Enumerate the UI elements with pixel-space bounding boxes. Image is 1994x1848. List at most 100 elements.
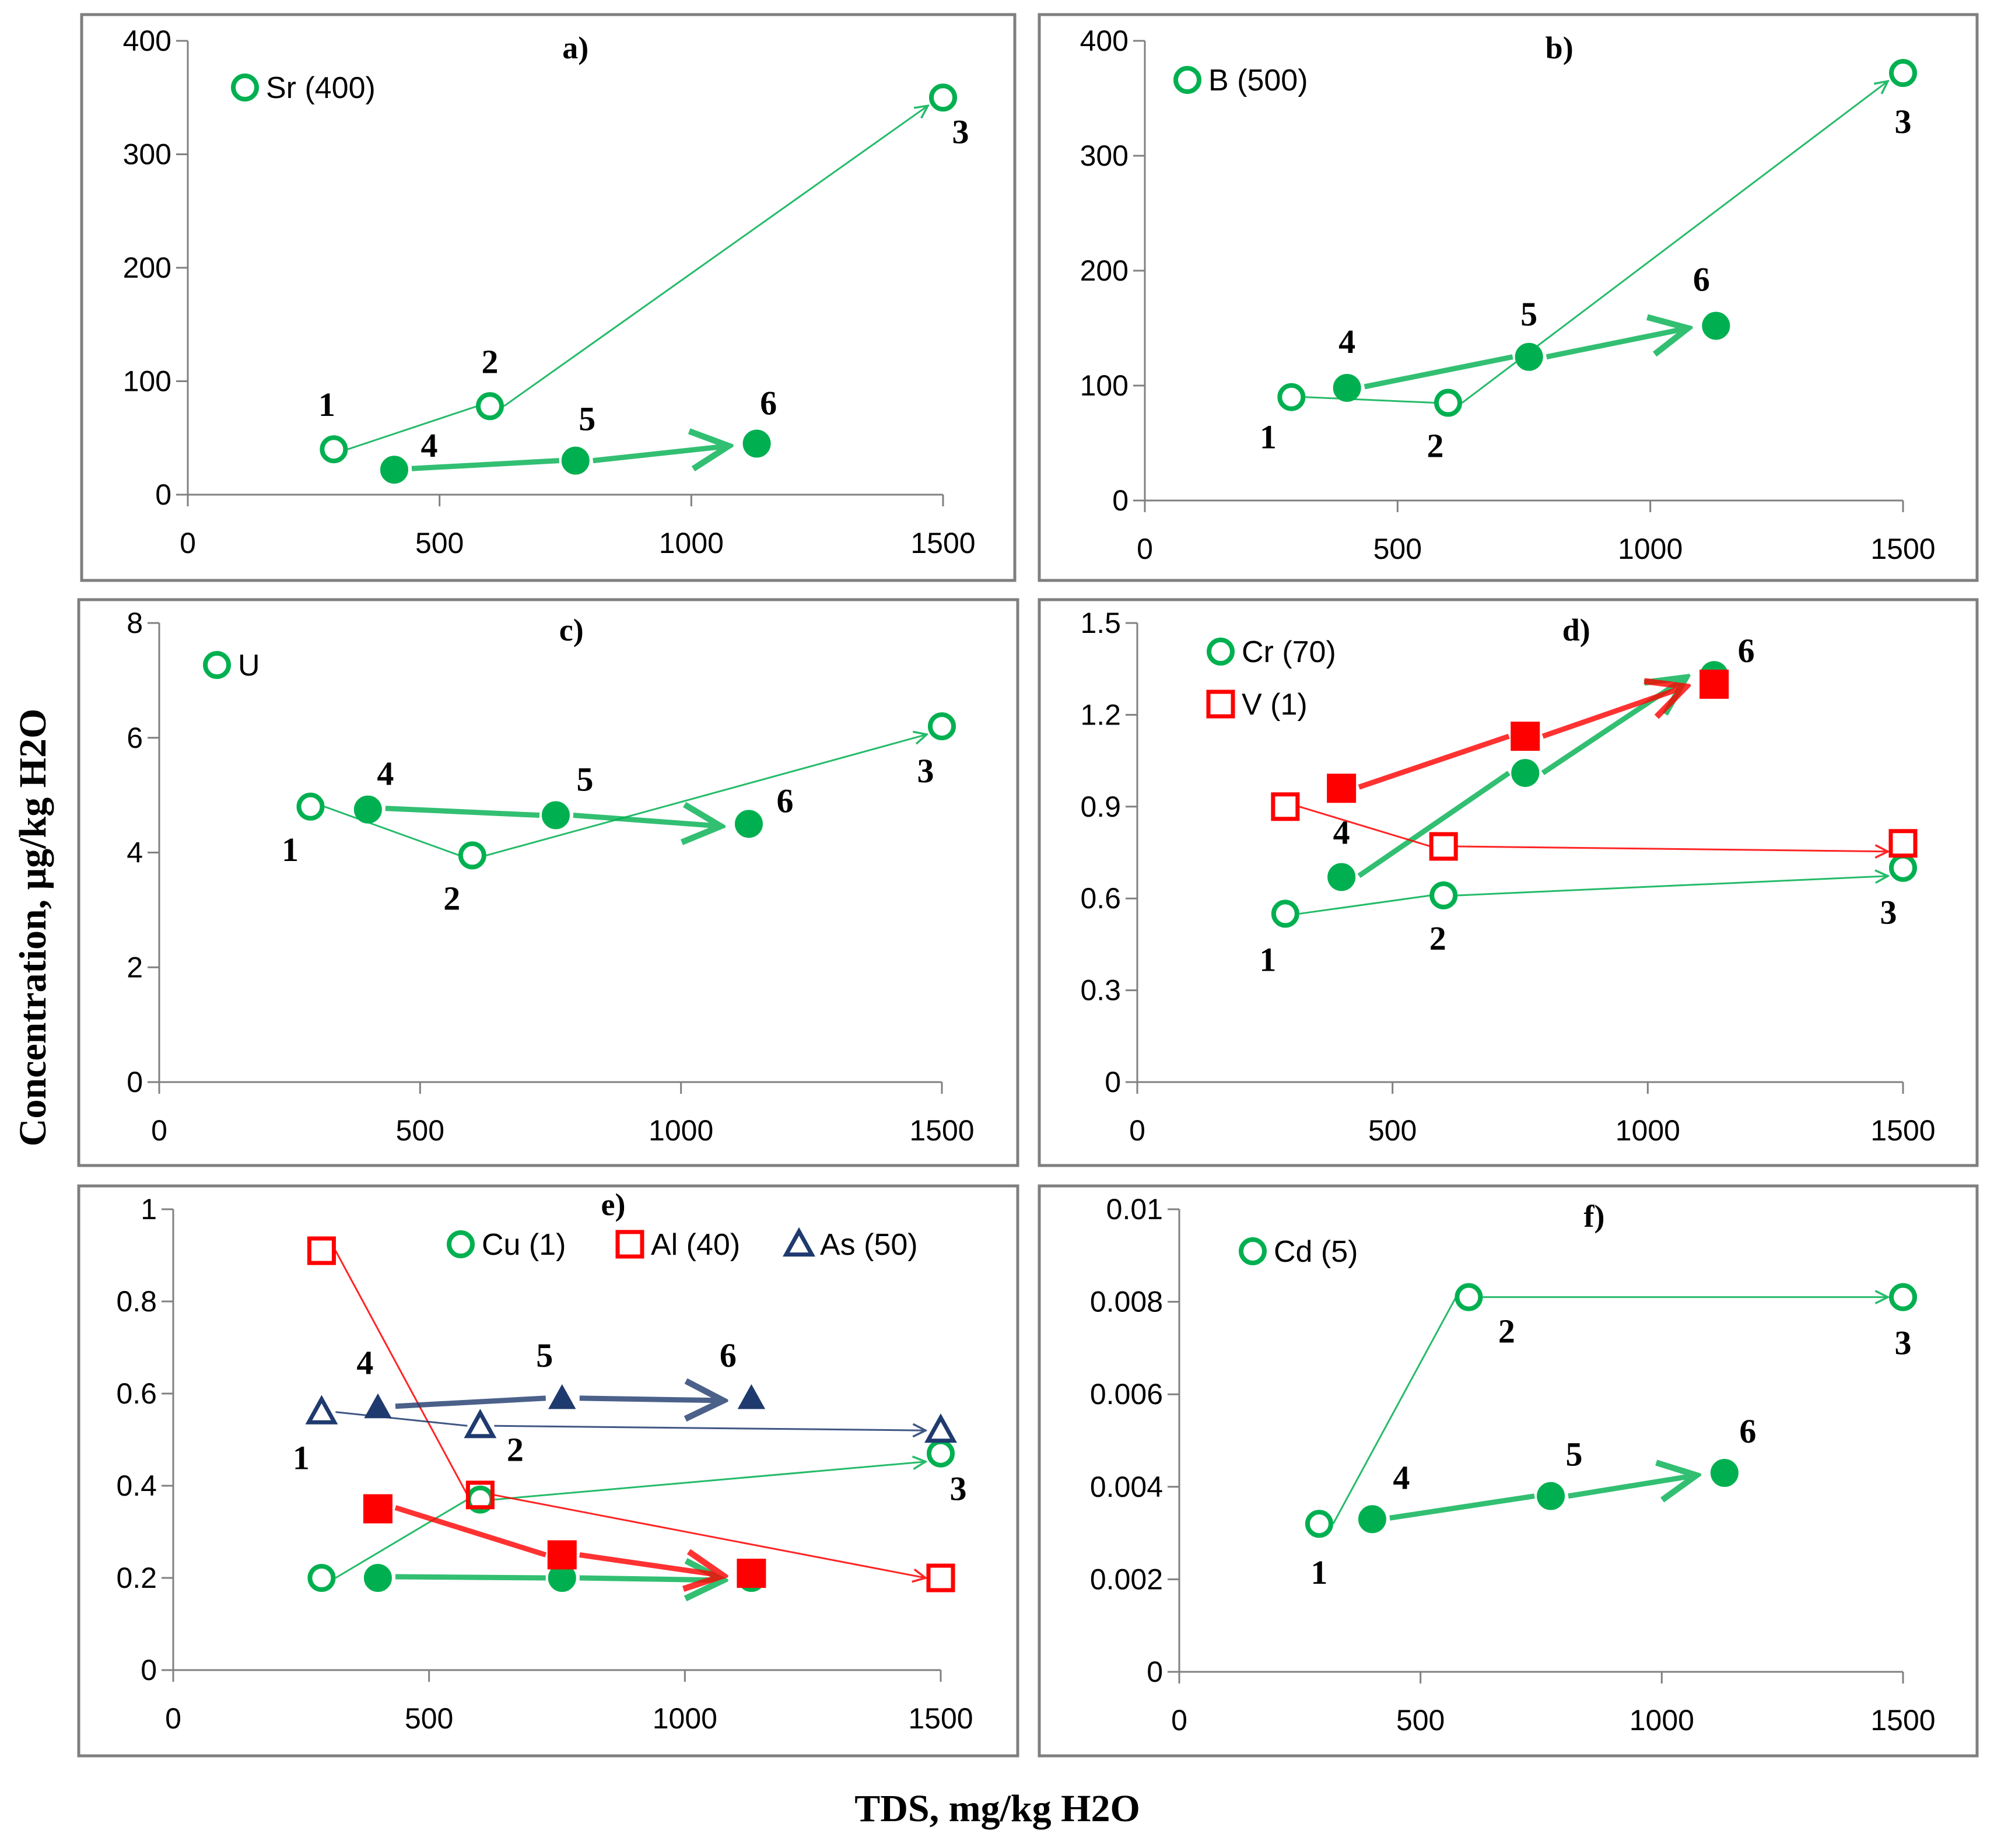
point-open xyxy=(1429,832,1458,861)
legend-marker xyxy=(1206,690,1235,719)
trend-arrow-filled xyxy=(579,1578,724,1580)
trend-line-filled xyxy=(385,806,540,818)
point-open xyxy=(1889,1283,1917,1311)
point-open xyxy=(926,1563,955,1592)
point-label: 1 xyxy=(1260,418,1277,456)
panel-c: 0 2 4 6 8 0 500 1000 1500 c) U 1 2 3 4 5 6 xyxy=(77,598,1019,1167)
y-tick-label: 200 xyxy=(1080,254,1129,287)
x-tick-label: 1500 xyxy=(908,1702,973,1735)
trend-arrow-open xyxy=(1457,876,1888,897)
point-open xyxy=(1888,829,1918,858)
legend-marker xyxy=(1239,1237,1267,1265)
point-label: 1 xyxy=(1259,940,1276,978)
panel-e: 0 0.2 0.4 0.6 0.8 1 0 500 1000 1500 e) Cu (1) Al (40… xyxy=(77,1184,1019,1758)
point-filled xyxy=(1511,722,1540,751)
legend-label: Cu (1) xyxy=(482,1228,566,1262)
y-tick-label: 0.01 xyxy=(1106,1193,1163,1226)
x-tick-label: 1000 xyxy=(1615,1114,1680,1147)
trend-line-open xyxy=(347,405,478,450)
point-label: 1 xyxy=(1310,1553,1327,1591)
y-tick-label: 1.5 xyxy=(1080,607,1121,639)
point-label: 1 xyxy=(318,386,335,424)
y-tick-label: 0.6 xyxy=(1080,882,1121,915)
series-al xyxy=(307,1236,955,1592)
trend-line-open xyxy=(1299,894,1431,915)
point-label: 6 xyxy=(776,782,793,820)
y-tick-label: 0.002 xyxy=(1090,1563,1163,1595)
point-filled xyxy=(353,795,382,824)
point-label: 3 xyxy=(1895,103,1912,141)
panel-a: 0 100 200 300 400 0 500 1000 1500 a) Sr (400) 1 2 3 4 5… xyxy=(80,13,1017,582)
series-b: 1 2 3 4 5 6 xyxy=(1260,59,1917,465)
panel-frame xyxy=(1038,598,1979,1167)
series-cd: 1 2 3 4 5 6 xyxy=(1305,1283,1917,1591)
point-open xyxy=(928,712,956,741)
trend-line-open xyxy=(335,1411,468,1427)
panel-frame xyxy=(1038,1184,1979,1758)
point-open xyxy=(1434,388,1462,417)
series-v xyxy=(1271,669,1918,861)
point-label: 4 xyxy=(1393,1458,1410,1496)
panel-b: 0 100 200 300 400 0 500 1000 1500 b) B (500) 1 2 3 4 5 6 xyxy=(1038,13,1979,582)
legend-marker xyxy=(615,1230,644,1259)
y-tick-label: 1 xyxy=(141,1193,157,1226)
x-tick-label: 0 xyxy=(1171,1704,1187,1737)
trend-line-open xyxy=(1299,806,1431,848)
x-tick-label: 1500 xyxy=(909,1114,974,1147)
series-as: 1 2 4 5 6 xyxy=(293,1336,957,1477)
y-tick-label: 0.008 xyxy=(1090,1286,1163,1318)
trend-arrow-filled xyxy=(573,816,721,827)
y-axis-title: Concentration, μg/kg H2O xyxy=(12,709,54,1147)
point-filled xyxy=(541,801,570,830)
x-tick-label: 1500 xyxy=(910,527,975,559)
trend-arrow-open xyxy=(1457,846,1888,852)
point-open xyxy=(1277,383,1306,411)
legend-label: Cd (5) xyxy=(1274,1235,1358,1269)
point-filled xyxy=(1537,1482,1565,1510)
point-filled xyxy=(1358,1505,1386,1534)
trend-arrow-open xyxy=(486,734,927,856)
point-label: 4 xyxy=(420,426,437,464)
point-open xyxy=(305,1395,338,1424)
point-label: 6 xyxy=(1738,632,1755,670)
point-label: 6 xyxy=(760,384,777,422)
point-label: 3 xyxy=(1895,1324,1912,1362)
point-filled xyxy=(1333,373,1361,402)
point-label: 5 xyxy=(576,761,593,799)
point-label: 4 xyxy=(1338,323,1355,360)
x-tick-label: 1000 xyxy=(1618,533,1683,565)
point-open xyxy=(1271,900,1299,928)
point-label: 5 xyxy=(1520,295,1537,333)
point-label: 2 xyxy=(507,1430,524,1468)
point-filled xyxy=(1702,312,1730,340)
point-filled xyxy=(737,1559,766,1588)
y-tick-label: 0.3 xyxy=(1080,974,1121,1007)
trend-line-filled xyxy=(1389,1493,1535,1521)
y-tick-label: 0.2 xyxy=(116,1562,157,1594)
trend-line-filled xyxy=(394,1505,547,1558)
point-label: 6 xyxy=(1693,261,1710,299)
point-filled xyxy=(363,1494,393,1524)
trend-arrow-filled xyxy=(579,1555,724,1576)
point-filled xyxy=(548,1384,576,1409)
point-open xyxy=(464,1409,497,1438)
y-tick-label: 0.6 xyxy=(116,1377,157,1410)
trend-arrow-open xyxy=(494,1494,926,1578)
y-tick-label: 0.9 xyxy=(1080,790,1121,823)
x-tick-label: 1000 xyxy=(649,1114,713,1147)
x-tick-label: 1500 xyxy=(1870,533,1935,565)
x-tick-label: 500 xyxy=(415,527,464,559)
point-label: 3 xyxy=(950,1470,967,1508)
y-tick-label: 300 xyxy=(123,138,171,171)
x-tick-label: 0 xyxy=(1137,533,1153,565)
point-filled xyxy=(1699,669,1729,699)
point-open xyxy=(307,1236,336,1265)
legend-label: Al (40) xyxy=(651,1228,740,1262)
point-label: 3 xyxy=(1880,894,1897,932)
y-tick-label: 0 xyxy=(1105,1066,1121,1098)
trend-arrow-filled xyxy=(1546,328,1688,360)
point-filled xyxy=(1710,1459,1739,1488)
y-tick-label: 1.2 xyxy=(1080,698,1121,731)
